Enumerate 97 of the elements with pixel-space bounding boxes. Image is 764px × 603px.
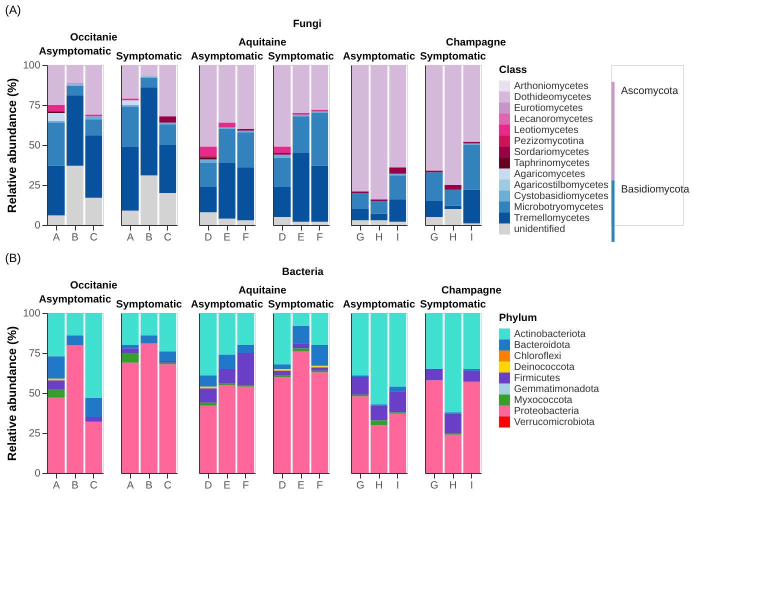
legend-label: Agaricostilbomycetes [514, 180, 608, 191]
legend-title: Class [499, 64, 528, 76]
y-tick-label: 25 [28, 180, 41, 192]
text: Symptomatic [116, 298, 182, 310]
x-tick-label: F [316, 232, 323, 244]
text: Ascomycota [621, 85, 678, 97]
x-tick-label: G [430, 232, 438, 244]
x-tick-label: C [164, 232, 172, 244]
legend-label: Deinococcota [514, 362, 576, 373]
text: Asymptomatic [342, 50, 416, 62]
x-tick-label: I [396, 480, 400, 492]
text: Symptomatic [268, 50, 334, 62]
x-tick-label: H [449, 232, 457, 244]
legend-label: Proteobacteria [514, 406, 580, 417]
x-tick-label: E [297, 232, 305, 244]
x-tick-label: F [242, 480, 249, 492]
x-tick-label: G [356, 232, 364, 244]
y-axis-title: Relative abundance (%) [4, 326, 19, 461]
text: Symptomatic [116, 50, 182, 62]
y-tick-label: 75 [28, 100, 41, 112]
y-tick-label: 0 [34, 220, 41, 232]
x-tick-label: E [223, 232, 231, 244]
legend-label: unidentified [514, 224, 566, 235]
text: Asymptomatic [190, 50, 264, 62]
x-tick-label: D [204, 480, 213, 492]
text: Occitanie [70, 32, 118, 44]
text: Bacteria [282, 266, 324, 278]
x-tick-label: H [375, 480, 383, 492]
x-tick-label: C [164, 480, 172, 492]
x-tick-label: A [52, 480, 60, 492]
text: Asymptomatic [38, 294, 112, 306]
x-tick-label: E [297, 480, 305, 492]
text: Symptomatic [420, 50, 486, 62]
x-tick-label: D [278, 232, 287, 244]
text: (A) [4, 3, 21, 17]
text: Asymptomatic [190, 298, 264, 310]
text: (B) [4, 251, 21, 265]
legend-label: Sordariomycetes [514, 147, 590, 158]
legend-label: Gemmatimonadota [514, 384, 600, 395]
x-tick-label: B [71, 232, 79, 244]
legend-label: Firmicutes [514, 373, 560, 384]
text: Symptomatic [420, 298, 486, 310]
x-tick-label: C [90, 232, 98, 244]
y-tick-label: 50 [28, 140, 41, 152]
x-tick-label: F [242, 232, 249, 244]
x-tick-label: E [223, 480, 231, 492]
text: Champagne [441, 284, 502, 296]
legend-label: Actinobacteriota [514, 329, 586, 340]
legend-label: Myxococcota [514, 395, 573, 406]
text: Fungi [292, 18, 322, 30]
text: Aquitaine [238, 284, 286, 296]
x-tick-label: A [126, 232, 134, 244]
legend-label: Bacteroidota [514, 340, 571, 351]
x-tick-label: I [470, 232, 474, 244]
x-tick-label: A [52, 232, 60, 244]
x-tick-label: D [204, 232, 213, 244]
y-tick-label: 75 [28, 348, 41, 360]
legend-label: Cystobasidiomycetes [514, 191, 608, 202]
x-tick-label: H [449, 480, 457, 492]
text: Occitanie [70, 280, 118, 292]
x-tick-label: F [316, 480, 323, 492]
y-axis-title: Relative abundance (%) [4, 78, 19, 213]
legend-label: Taphrinomycetes [514, 158, 590, 169]
legend-label: Tremellomycetes [514, 213, 590, 224]
legend-title: Phylum [499, 312, 537, 324]
legend-label: Microbotryomycetes [514, 202, 604, 213]
legend-label: Chloroflexi [514, 351, 562, 362]
text: Basidiomycota [621, 183, 690, 196]
x-tick-label: B [145, 480, 153, 492]
x-tick-label: B [145, 232, 153, 244]
x-tick-label: I [396, 232, 400, 244]
text: Champagne [446, 36, 506, 48]
x-tick-label: D [278, 480, 287, 492]
y-tick-label: 100 [22, 60, 41, 72]
x-tick-label: G [356, 480, 364, 492]
text: Asymptomatic [342, 298, 416, 310]
text: Symptomatic [268, 298, 334, 310]
legend-label: Arthoniomycetes [514, 81, 588, 92]
legend-label: Dothideomycetes [514, 92, 592, 103]
x-tick-label: H [375, 232, 383, 244]
x-tick-label: C [90, 480, 98, 492]
legend-label: Pezizomycotina [514, 136, 584, 147]
y-tick-label: 100 [22, 308, 41, 320]
legend-label: Verrucomicrobiota [514, 417, 596, 428]
y-tick-label: 25 [28, 428, 41, 440]
text: Asymptomatic [38, 46, 112, 58]
legend-label: Agaricomycetes [514, 169, 586, 180]
legend-label: Eurotiomycetes [514, 103, 583, 114]
x-tick-label: B [71, 480, 79, 492]
y-tick-label: 0 [34, 468, 41, 480]
y-tick-label: 50 [28, 388, 41, 400]
legend-label: Leotiomycetes [514, 125, 578, 136]
text: Aquitaine [238, 36, 286, 48]
x-tick-label: G [430, 480, 438, 492]
x-tick-label: I [470, 480, 474, 492]
x-tick-label: A [126, 480, 134, 492]
legend-label: Lecanoromycetes [514, 114, 593, 125]
